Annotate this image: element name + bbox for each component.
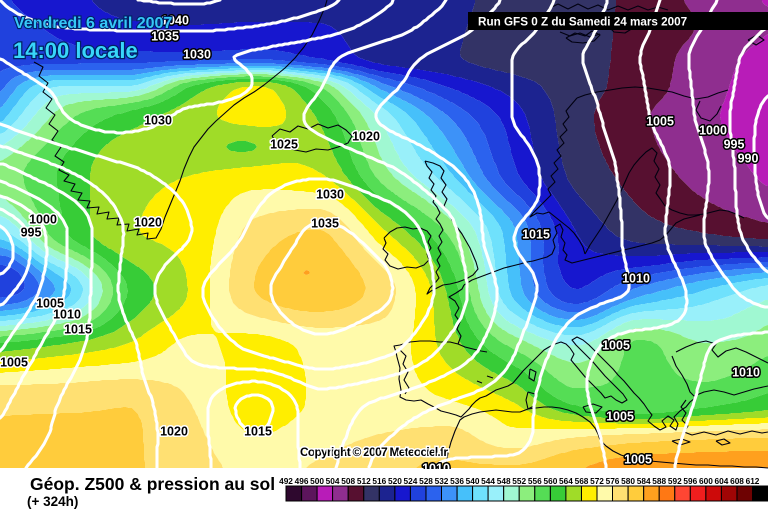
svg-text:604: 604 bbox=[714, 476, 728, 486]
svg-text:532: 532 bbox=[435, 476, 449, 486]
svg-text:592: 592 bbox=[668, 476, 682, 486]
svg-text:1040: 1040 bbox=[161, 14, 189, 28]
svg-text:1010: 1010 bbox=[732, 366, 760, 380]
svg-text:580: 580 bbox=[621, 476, 635, 486]
svg-text:Copyright © 2007 Meteociel.fr: Copyright © 2007 Meteociel.fr bbox=[300, 445, 448, 459]
svg-text:1005: 1005 bbox=[606, 410, 634, 424]
svg-text:1005: 1005 bbox=[0, 356, 28, 370]
svg-text:1015: 1015 bbox=[64, 323, 92, 337]
svg-text:508: 508 bbox=[341, 476, 355, 486]
svg-text:1010: 1010 bbox=[622, 272, 650, 286]
svg-text:524: 524 bbox=[403, 476, 417, 486]
svg-text:14:00 locale: 14:00 locale bbox=[13, 38, 138, 63]
svg-text:1025: 1025 bbox=[270, 138, 298, 152]
svg-text:Géop. Z500 & pression au sol: Géop. Z500 & pression au sol bbox=[30, 474, 275, 494]
svg-text:1030: 1030 bbox=[316, 188, 344, 202]
svg-text:536: 536 bbox=[450, 476, 464, 486]
svg-text:1030: 1030 bbox=[144, 114, 172, 128]
svg-text:1020: 1020 bbox=[160, 425, 188, 439]
svg-text:Run GFS 0 Z du Samedi 24 mars: Run GFS 0 Z du Samedi 24 mars 2007 bbox=[478, 16, 687, 29]
svg-text:500: 500 bbox=[310, 476, 324, 486]
svg-text:1020: 1020 bbox=[134, 216, 162, 230]
svg-text:1005: 1005 bbox=[624, 453, 652, 467]
svg-text:496: 496 bbox=[295, 476, 309, 486]
svg-text:1005: 1005 bbox=[36, 297, 64, 311]
svg-text:528: 528 bbox=[419, 476, 433, 486]
svg-text:995: 995 bbox=[724, 138, 745, 152]
svg-text:576: 576 bbox=[606, 476, 620, 486]
svg-text:544: 544 bbox=[481, 476, 495, 486]
svg-text:(+ 324h): (+ 324h) bbox=[27, 494, 78, 509]
svg-text:608: 608 bbox=[730, 476, 744, 486]
svg-text:520: 520 bbox=[388, 476, 402, 486]
svg-text:564: 564 bbox=[559, 476, 573, 486]
svg-text:548: 548 bbox=[497, 476, 511, 486]
svg-text:1010: 1010 bbox=[422, 462, 450, 476]
svg-text:556: 556 bbox=[528, 476, 542, 486]
svg-text:512: 512 bbox=[357, 476, 371, 486]
svg-text:584: 584 bbox=[637, 476, 651, 486]
svg-text:1000: 1000 bbox=[699, 124, 727, 138]
svg-text:1030: 1030 bbox=[183, 48, 211, 62]
svg-text:995: 995 bbox=[21, 226, 42, 240]
svg-text:516: 516 bbox=[372, 476, 386, 486]
svg-text:1005: 1005 bbox=[602, 339, 630, 353]
svg-text:596: 596 bbox=[683, 476, 697, 486]
svg-text:Vendredi 6 avril 2007: Vendredi 6 avril 2007 bbox=[14, 15, 172, 32]
svg-text:560: 560 bbox=[543, 476, 557, 486]
svg-text:1015: 1015 bbox=[522, 228, 550, 242]
svg-text:1035: 1035 bbox=[151, 30, 179, 44]
svg-text:1010: 1010 bbox=[53, 308, 81, 322]
svg-text:1020: 1020 bbox=[352, 130, 380, 144]
svg-text:1015: 1015 bbox=[244, 425, 272, 439]
svg-text:990: 990 bbox=[738, 152, 759, 166]
svg-text:588: 588 bbox=[652, 476, 666, 486]
svg-text:1000: 1000 bbox=[29, 213, 57, 227]
svg-text:600: 600 bbox=[699, 476, 713, 486]
svg-text:572: 572 bbox=[590, 476, 604, 486]
svg-text:504: 504 bbox=[326, 476, 340, 486]
svg-text:568: 568 bbox=[575, 476, 589, 486]
svg-text:540: 540 bbox=[466, 476, 480, 486]
svg-text:552: 552 bbox=[512, 476, 526, 486]
svg-text:492: 492 bbox=[279, 476, 293, 486]
svg-text:1035: 1035 bbox=[311, 217, 339, 231]
svg-text:612: 612 bbox=[746, 476, 760, 486]
svg-text:1005: 1005 bbox=[646, 115, 674, 129]
